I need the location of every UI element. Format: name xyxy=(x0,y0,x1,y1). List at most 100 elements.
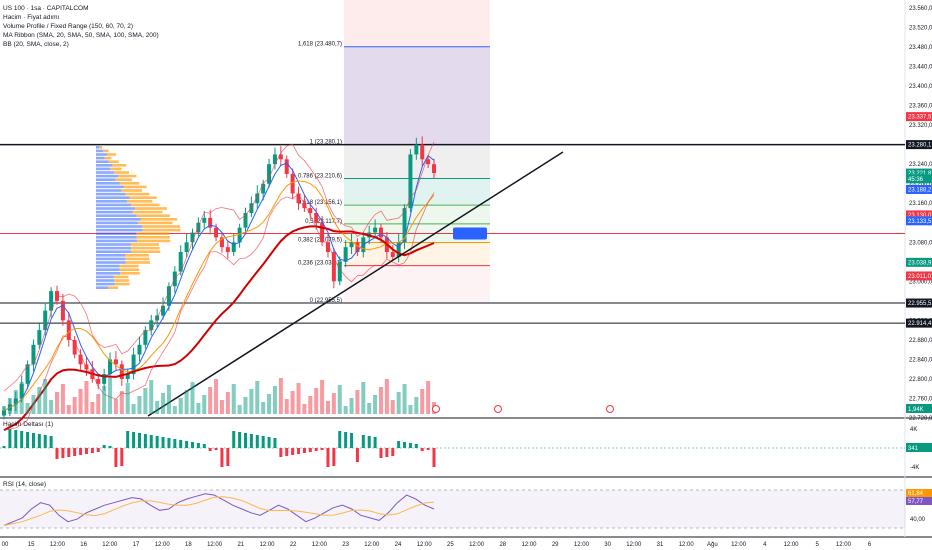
candle-body-68 xyxy=(402,208,407,243)
price-tick-21: 22.720,0 xyxy=(909,416,932,422)
candle-body-51 xyxy=(302,203,307,209)
time-tick-0: 00 xyxy=(2,542,9,548)
time-tick-32: 12:00 xyxy=(836,542,852,548)
volume-bar-37 xyxy=(219,400,224,414)
price-tag-7 xyxy=(906,257,932,267)
volume-profile-up-27 xyxy=(96,243,131,246)
candle-body-50 xyxy=(296,193,301,204)
volume-profile-down-7 xyxy=(114,171,129,174)
delta-bar-48 xyxy=(285,448,289,456)
volume-bar-10 xyxy=(60,384,65,414)
volume-bar-44 xyxy=(261,402,266,414)
delta-bar-64 xyxy=(379,448,383,458)
volume-profile-up-22 xyxy=(96,225,143,228)
volume-profile-down-23 xyxy=(142,228,181,232)
delta-bar-36 xyxy=(214,448,218,450)
volume-bar-62 xyxy=(367,403,372,414)
candle-body-36 xyxy=(214,227,219,238)
volume-bar-59 xyxy=(349,398,354,414)
volume-profile-up-17 xyxy=(96,207,136,210)
ma-50-line xyxy=(3,180,435,412)
legend-volume[interactable]: Hacim · Fiyat adımı xyxy=(3,14,60,21)
ascending-trendline xyxy=(147,151,564,417)
volume-bar-41 xyxy=(243,397,248,414)
rsi-ma-line xyxy=(3,496,435,526)
volume-profile-up-34 xyxy=(96,268,120,271)
candle-body-70 xyxy=(414,144,419,155)
rsi-tag-0 xyxy=(906,489,932,497)
rsi-pane-label[interactable]: RSI (14, close) xyxy=(3,481,46,488)
bollinger-lower-band xyxy=(3,192,435,431)
time-tick-33: 6 xyxy=(868,542,872,548)
volume-profile-up-1 xyxy=(96,149,103,153)
volume-profile-down-2 xyxy=(107,153,116,156)
volume-bar-14 xyxy=(84,381,89,414)
candle-body-46 xyxy=(272,154,277,165)
candle-body-5 xyxy=(31,344,36,365)
delta-bar-59 xyxy=(350,433,354,448)
price-tag-label-10: 22.914,4 xyxy=(908,321,932,327)
delta-bar-40 xyxy=(238,432,242,448)
legend-bollinger-bands[interactable]: BB (20, SMA, close, 2) xyxy=(3,41,69,48)
volume-bar-3 xyxy=(19,382,24,414)
candle-body-19 xyxy=(113,359,118,365)
delta-bar-42 xyxy=(249,434,253,448)
legend-volume-profile[interactable]: Volume Profile / Fixed Range (150, 60, 7… xyxy=(3,23,134,30)
delta-bar-17 xyxy=(102,445,106,448)
legend-ma-ribbon[interactable]: MA Ribbon (SMA, 20, SMA, 50, SMA, 100, S… xyxy=(3,32,159,39)
ma-200-line xyxy=(3,225,435,432)
volume-profile-up-29 xyxy=(96,250,132,253)
volume-bar-55 xyxy=(325,401,330,414)
volume-delta-pane-label[interactable]: Hacim Deltası (1) xyxy=(3,421,54,428)
delta-bar-44 xyxy=(261,436,265,448)
time-tick-19: 28 xyxy=(499,542,506,548)
price-tag-1 xyxy=(906,140,932,150)
volume-profile-down-34 xyxy=(119,268,140,271)
price-tick-9: 23.200,0 xyxy=(909,182,932,188)
candle-body-31 xyxy=(184,242,189,253)
candle-body-10 xyxy=(60,300,65,321)
candle-body-12 xyxy=(72,339,77,355)
ma-20-line xyxy=(3,154,435,412)
volume-profile-up-11 xyxy=(96,185,124,189)
delta-bar-65 xyxy=(385,448,389,457)
volume-profile-up-12 xyxy=(96,189,122,192)
volume-bar-32 xyxy=(190,382,195,414)
candle-body-27 xyxy=(161,305,166,316)
volume-bar-16 xyxy=(96,394,101,414)
candle-body-73 xyxy=(432,164,436,174)
volume-bar-4 xyxy=(25,403,30,414)
price-tag-label-6: 23.133,5 xyxy=(908,219,932,225)
candle-body-20 xyxy=(119,364,124,379)
volume-profile-up-39 xyxy=(96,286,109,289)
time-tick-11: 22 xyxy=(290,542,297,548)
price-tick-18: 22.840,0 xyxy=(909,357,932,363)
delta-tick-2: -4K xyxy=(910,465,919,471)
candle-body-57 xyxy=(337,261,342,282)
volume-bar-35 xyxy=(208,387,213,414)
candle-body-67 xyxy=(396,242,401,257)
delta-bar-52 xyxy=(308,448,312,452)
fib-upper-zone xyxy=(344,0,490,145)
price-tick-4: 23.400,0 xyxy=(909,84,932,90)
volume-profile-down-5 xyxy=(112,164,127,167)
candle-body-17 xyxy=(102,374,107,384)
volume-profile-down-15 xyxy=(126,200,153,203)
volume-profile-up-8 xyxy=(96,174,119,178)
volume-profile-down-38 xyxy=(114,282,130,286)
price-tag-3 xyxy=(906,174,932,184)
time-tick-3: 16 xyxy=(80,542,87,548)
candle-body-49 xyxy=(290,173,295,194)
volume-profile-down-11 xyxy=(123,185,147,189)
volume-profile-up-13 xyxy=(96,192,126,196)
volume-profile-down-6 xyxy=(110,167,122,171)
volume-bar-24 xyxy=(143,388,148,414)
volume-profile-down-25 xyxy=(136,236,170,239)
legend-symbol[interactable]: US 100 · 1sa · CAPITALCOM xyxy=(3,5,89,12)
volume-bar-69 xyxy=(408,405,413,414)
time-tick-30: 12:00 xyxy=(783,542,799,548)
volume-profile-up-30 xyxy=(96,254,126,257)
volume-profile-up-24 xyxy=(96,232,137,235)
delta-bar-12 xyxy=(73,448,77,456)
